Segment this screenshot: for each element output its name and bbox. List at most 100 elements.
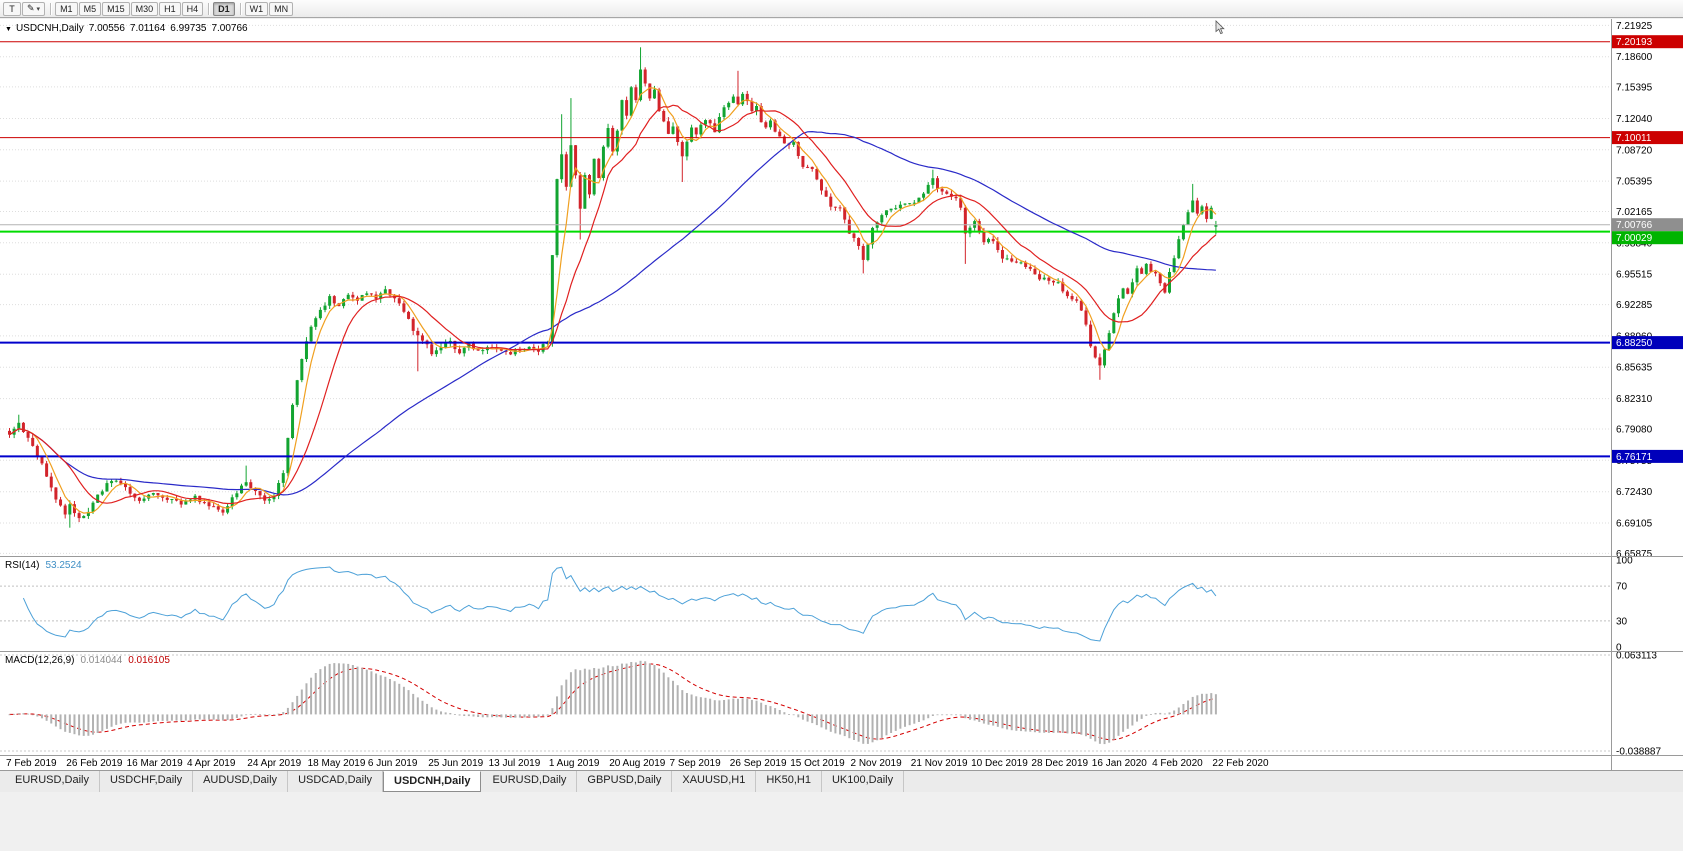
svg-text:6.69105: 6.69105: [1616, 519, 1653, 530]
svg-text:4 Feb 2020: 4 Feb 2020: [1152, 758, 1203, 769]
chart-tab-audusd-daily[interactable]: AUDUSD,Daily: [193, 771, 289, 792]
svg-text:7.20193: 7.20193: [1616, 37, 1653, 48]
status-area: [0, 792, 1683, 851]
svg-text:1 Aug 2019: 1 Aug 2019: [549, 758, 600, 769]
chart-tab-eurusd-daily[interactable]: EURUSD,Daily: [5, 771, 100, 792]
svg-text:-0.038887: -0.038887: [1616, 747, 1661, 758]
chart-background: [0, 19, 1683, 770]
svg-text:2 Nov 2019: 2 Nov 2019: [851, 758, 903, 769]
toolbar-separator: [208, 2, 210, 15]
resistance-line-upper-badge: [1611, 35, 1683, 49]
svg-text:7.05395: 7.05395: [1616, 177, 1653, 188]
svg-text:7.00766: 7.00766: [1616, 220, 1653, 231]
macd-histogram: [8, 660, 1217, 745]
timeframe-button-m30[interactable]: M30: [130, 1, 159, 16]
chart-tab-usdchf-daily[interactable]: USDCHF,Daily: [100, 771, 194, 792]
svg-text:10 Dec 2019: 10 Dec 2019: [971, 758, 1028, 769]
svg-text:28 Dec 2019: 28 Dec 2019: [1031, 758, 1088, 769]
text-tool-button[interactable]: T: [3, 1, 21, 16]
chart-title: ▼ USDCNH,Daily 7.00556 7.01164 6.99735 7.0076…: [5, 23, 253, 34]
svg-text:26 Sep 2019: 26 Sep 2019: [730, 758, 787, 769]
svg-text:6.72430: 6.72430: [1616, 487, 1653, 498]
mouse-cursor: [1215, 20, 1225, 35]
draw-tool-button[interactable]: ✎ ▾: [22, 1, 46, 16]
chart-tab-usdcad-daily[interactable]: USDCAD,Daily: [288, 771, 384, 792]
macd-signal-line: [9, 663, 1217, 741]
svg-text:6 Jun 2019: 6 Jun 2019: [368, 758, 418, 769]
pencil-icon: ✎: [27, 3, 35, 13]
timeframe-button-d1[interactable]: D1: [213, 1, 235, 16]
svg-text:7.12040: 7.12040: [1616, 114, 1653, 125]
price-axis: 7.21925 7.18600 7.15395 7.12040 7.08720 7.053…: [1616, 21, 1653, 560]
svg-text:26 Feb 2019: 26 Feb 2019: [66, 758, 123, 769]
timeframe-button-m1[interactable]: M1: [55, 1, 78, 16]
chart-tab-eurusd-daily[interactable]: EURUSD,Daily: [482, 771, 578, 792]
svg-text:6.76171: 6.76171: [1616, 452, 1653, 463]
svg-text:21 Nov 2019: 21 Nov 2019: [911, 758, 968, 769]
svg-text:30: 30: [1616, 616, 1628, 627]
chart-tab-xauusd-h1[interactable]: XAUUSD,H1: [672, 771, 757, 792]
timeframe-button-h4[interactable]: H4: [181, 1, 204, 16]
svg-text:25 Jun 2019: 25 Jun 2019: [428, 758, 483, 769]
chart-tab-usdcnh-daily[interactable]: USDCNH,Daily: [383, 771, 482, 792]
svg-text:7.02165: 7.02165: [1616, 207, 1653, 218]
chart-tab-bar: EURUSD,Daily USDCHF,Daily AUDUSD,Daily USDC…: [0, 770, 1683, 792]
svg-text:6.82310: 6.82310: [1616, 394, 1653, 405]
timeframe-buttons: M1 M5 M15 M30 H1 H4 D1 W1 MN: [55, 1, 294, 16]
support-line-blue-upper-badge: [1611, 336, 1683, 350]
macd-pane: 0.063113 -0.038887: [0, 651, 1661, 758]
svg-text:15 Oct 2019: 15 Oct 2019: [790, 758, 845, 769]
svg-text:100: 100: [1616, 556, 1633, 567]
macd-main-value: 0.014044: [80, 655, 123, 666]
chevron-down-icon: ▾: [36, 5, 41, 13]
svg-text:7.21925: 7.21925: [1616, 21, 1653, 32]
rsi-line: [22, 566, 1217, 642]
svg-text:70: 70: [1616, 582, 1628, 593]
svg-text:6.85635: 6.85635: [1616, 363, 1653, 374]
current-price-line-badge: [1611, 218, 1683, 232]
svg-text:0.063113: 0.063113: [1616, 651, 1657, 662]
timeframe-button-m15[interactable]: M15: [102, 1, 130, 16]
timeframe-button-w1[interactable]: W1: [244, 1, 269, 16]
toolbar-separator: [50, 2, 52, 15]
svg-text:7 Feb 2019: 7 Feb 2019: [6, 758, 57, 769]
svg-text:6.65875: 6.65875: [1616, 549, 1653, 560]
svg-text:7.10011: 7.10011: [1616, 133, 1652, 144]
collapse-icon[interactable]: ▼: [5, 26, 12, 33]
svg-text:0: 0: [1616, 643, 1622, 654]
timeframe-button-m5[interactable]: M5: [78, 1, 102, 16]
svg-text:6.95515: 6.95515: [1616, 270, 1653, 281]
svg-text:6.88250: 6.88250: [1616, 338, 1653, 349]
svg-text:7.08720: 7.08720: [1616, 145, 1653, 156]
svg-text:7.18600: 7.18600: [1616, 52, 1653, 63]
toolbar-separator: [239, 2, 241, 15]
svg-text:4 Apr 2019: 4 Apr 2019: [187, 758, 236, 769]
rsi-pane: 100 70 30 0: [0, 556, 1633, 654]
svg-text:7.15395: 7.15395: [1616, 82, 1653, 93]
chart-tab-uk100-daily[interactable]: UK100,Daily: [822, 771, 905, 792]
chart-tab-hk50-h1[interactable]: HK50,H1: [756, 771, 822, 792]
support-line-blue-lower-badge: [1611, 449, 1683, 463]
macd-signal-value: 0.016105: [128, 655, 170, 666]
support-line-green-badge: [1611, 231, 1683, 245]
price-badges: 7.20193 7.10011 7.00766 7.00029 6.88250 6.761…: [1611, 35, 1683, 463]
svg-text:7 Sep 2019: 7 Sep 2019: [670, 758, 722, 769]
svg-text:6.92285: 6.92285: [1616, 300, 1653, 311]
svg-text:22 Feb 2020: 22 Feb 2020: [1212, 758, 1269, 769]
timeframe-button-h1[interactable]: H1: [159, 1, 181, 16]
chart-tab-gbpusd-daily[interactable]: GBPUSD,Daily: [577, 771, 673, 792]
rsi-value: 53.2524: [45, 560, 82, 571]
rsi-indicator-label: RSI(14) 53.2524: [5, 560, 88, 571]
high-value: 7.01164: [129, 23, 166, 34]
price-chart[interactable]: 7.21925 7.18600 7.15395 7.12040 7.08720 7.053…: [0, 19, 1683, 770]
close-value: 7.00766: [211, 23, 248, 34]
macd-indicator-label: MACD(12,26,9) 0.014044 0.016105: [5, 655, 176, 666]
svg-text:20 Aug 2019: 20 Aug 2019: [609, 758, 666, 769]
timeframe-button-mn[interactable]: MN: [269, 1, 294, 16]
toolbar: T ✎ ▾ M1 M5 M15 M30 H1 H4 D1 W1 MN: [0, 0, 1683, 18]
open-value: 7.00556: [88, 23, 125, 34]
svg-text:18 May 2019: 18 May 2019: [308, 758, 366, 769]
svg-text:24 Apr 2019: 24 Apr 2019: [247, 758, 301, 769]
level-lines: [0, 41, 1610, 458]
